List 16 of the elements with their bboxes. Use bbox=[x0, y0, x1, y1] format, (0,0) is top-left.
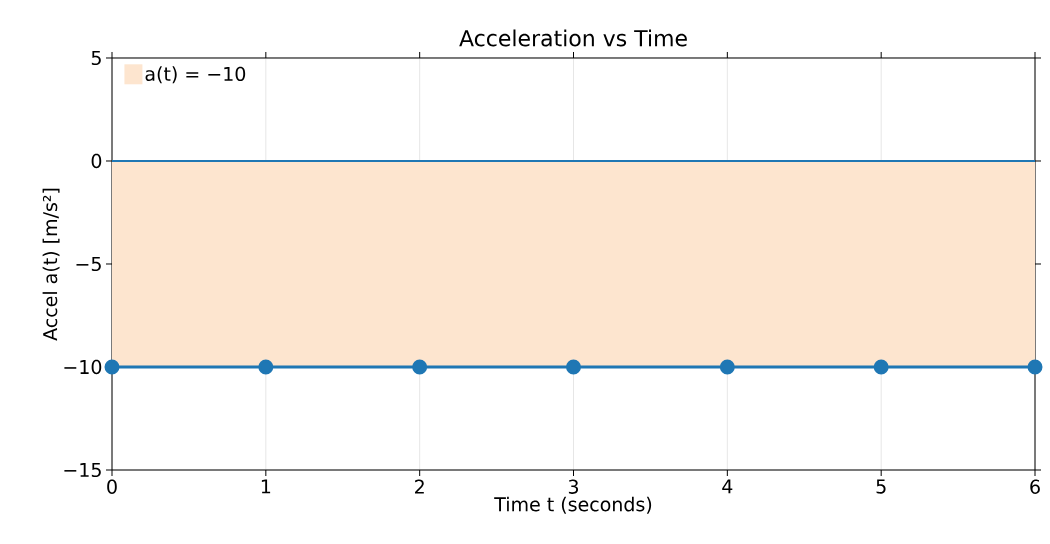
y-tick-label: 5 bbox=[91, 50, 101, 66]
y-tick-label: 0 bbox=[91, 153, 102, 169]
x-tick-label: 1 bbox=[261, 479, 271, 494]
x-tick-label: 5 bbox=[876, 479, 886, 494]
x-tick-label: 6 bbox=[1030, 479, 1040, 494]
y-tick-label: −5 bbox=[76, 256, 101, 272]
x-tick-label: 4 bbox=[722, 479, 733, 494]
x-tick-label: 3 bbox=[568, 479, 579, 494]
y-axis-title: Accel a(t) [m/s²] bbox=[42, 188, 60, 341]
legend-label: a(t) = −10 bbox=[145, 66, 246, 84]
x-tick-label: 2 bbox=[415, 479, 424, 494]
x-tick-label: 0 bbox=[107, 479, 117, 494]
y-tick-label: −10 bbox=[64, 359, 102, 375]
x-axis-title: Time t (seconds) bbox=[494, 496, 652, 514]
chart-title: Acceleration vs Time bbox=[459, 29, 687, 47]
y-tick-label: −15 bbox=[64, 462, 101, 478]
